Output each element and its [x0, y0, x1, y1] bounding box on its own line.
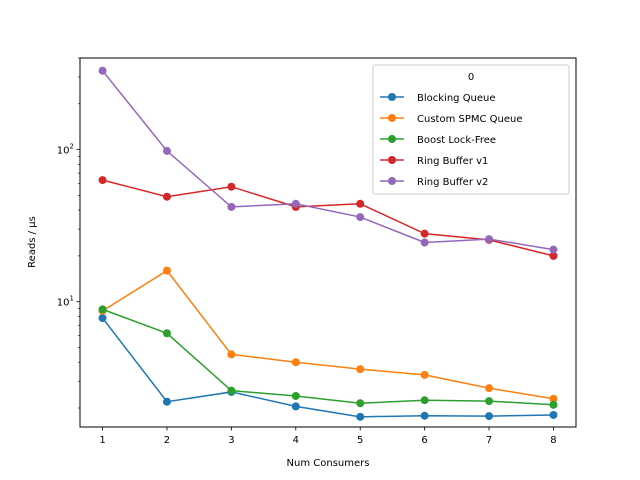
legend-marker [388, 156, 396, 164]
data-point [420, 411, 429, 420]
data-point [98, 314, 107, 323]
y-axis-label: Reads / µs [27, 216, 38, 268]
data-point [356, 199, 365, 208]
legend-label: Ring Buffer v1 [417, 156, 488, 167]
x-tick-label: 5 [357, 435, 363, 446]
data-point [420, 229, 429, 238]
x-tick-label: 1 [99, 435, 105, 446]
legend-label: Boost Lock-Free [417, 135, 496, 146]
x-tick-label: 8 [550, 435, 556, 446]
series-line [101, 70, 554, 251]
data-point [420, 238, 429, 247]
data-point [291, 199, 300, 208]
legend: 0 Blocking Queue Custom SPMC Queue Boost L… [372, 64, 570, 195]
x-tick-label: 2 [164, 435, 170, 446]
data-point [291, 402, 300, 411]
legend-box [372, 64, 570, 195]
x-axis: 1 2 3 4 5 6 7 8 [99, 427, 557, 446]
series-line [101, 317, 554, 418]
legend-label: Ring Buffer v2 [417, 177, 488, 188]
series-line [102, 269, 554, 400]
plot-area [98, 66, 558, 421]
data-point [227, 386, 236, 395]
data-point [356, 213, 365, 222]
legend-label: Blocking Queue [417, 93, 496, 104]
legend-marker [388, 177, 396, 185]
data-point [291, 391, 300, 400]
x-tick-label: 7 [486, 435, 492, 446]
data-point [485, 384, 494, 393]
x-axis-label: Num Consumers [287, 458, 370, 469]
data-point [549, 251, 558, 260]
data-point [162, 397, 171, 406]
data-point [291, 358, 300, 367]
x-tick-label: 3 [228, 435, 234, 446]
data-point [162, 146, 171, 155]
legend-label: Custom SPMC Queue [417, 114, 523, 125]
data-point [485, 397, 494, 406]
series-line [102, 308, 554, 406]
data-point [98, 305, 107, 314]
legend-marker [388, 114, 396, 122]
data-point [356, 412, 365, 421]
legend-title: 0 [468, 72, 474, 83]
legend-marker [388, 93, 396, 101]
data-point [420, 370, 429, 379]
y-tick-label: 101 [57, 295, 74, 309]
y-axis: 101 102 [57, 57, 80, 409]
x-tick-label: 6 [421, 435, 427, 446]
data-point [485, 412, 494, 421]
y-tick-label: 102 [57, 143, 74, 157]
data-point [549, 245, 558, 254]
data-point [227, 202, 236, 211]
data-point [162, 192, 171, 201]
data-point [227, 350, 236, 359]
data-point [549, 400, 558, 409]
series-line [102, 179, 554, 257]
data-point [485, 235, 494, 244]
x-tick-label: 4 [293, 435, 299, 446]
data-point [162, 266, 171, 275]
plot-frame [79, 57, 577, 428]
data-point [549, 394, 558, 403]
data-point [98, 176, 107, 185]
data-point [420, 396, 429, 405]
data-point [549, 410, 558, 419]
data-point [162, 329, 171, 338]
data-point [227, 182, 236, 191]
data-point [356, 365, 365, 374]
data-point [98, 66, 107, 75]
legend-marker [388, 135, 396, 143]
data-point [356, 399, 365, 408]
